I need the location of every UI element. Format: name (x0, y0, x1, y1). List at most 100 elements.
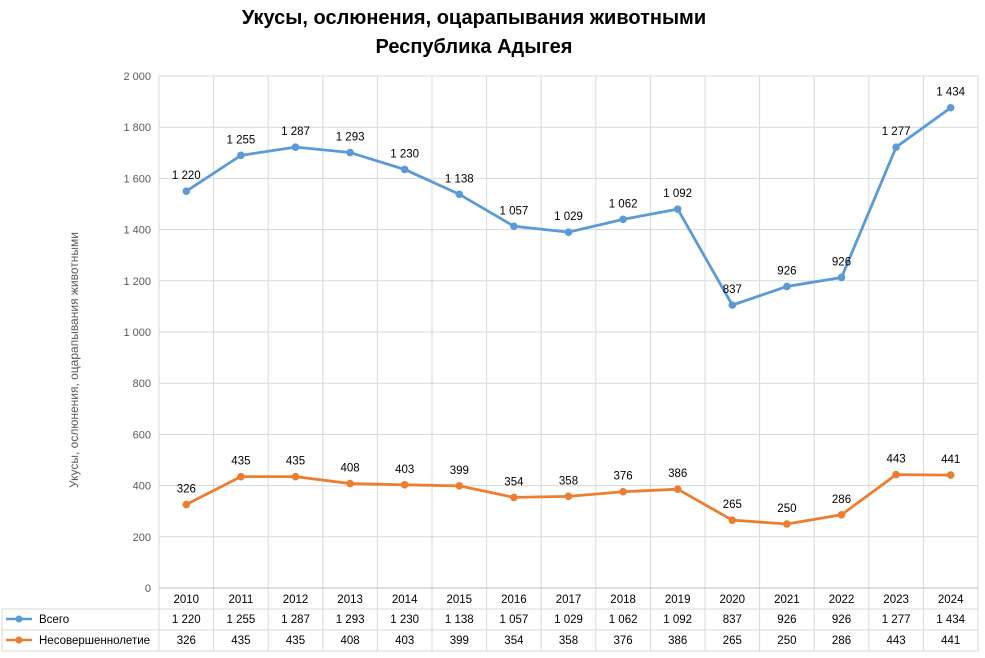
data-point (946, 471, 955, 479)
data-label: 435 (231, 456, 250, 468)
data-label: 435 (286, 456, 305, 468)
data-point (400, 481, 409, 489)
data-point (619, 487, 627, 496)
table-value: 408 (341, 635, 360, 647)
data-label: 354 (504, 476, 524, 488)
data-label: 1 287 (281, 126, 310, 138)
table-value: 837 (723, 614, 742, 626)
data-point (837, 273, 846, 282)
y-tick-labels: 0 200 400 600 800 1 000 1 200 1 400 1 600 1 800 2 … (123, 71, 151, 595)
y-tick-label: 1 000 (123, 327, 151, 339)
legend-label: Всего (39, 614, 69, 626)
data-label: 1 255 (227, 134, 256, 146)
x-tick-label: 2012 (283, 594, 309, 606)
table-value: 286 (832, 635, 851, 647)
data-label: 926 (832, 256, 851, 268)
table-value: 1 029 (554, 614, 583, 626)
data-label: 399 (450, 465, 469, 477)
data-label: 326 (177, 484, 196, 496)
data-point (728, 301, 737, 309)
table-value: 1 287 (281, 614, 310, 626)
table-value: 435 (286, 635, 305, 647)
data-point (673, 485, 682, 493)
table-value: 435 (231, 635, 250, 647)
data-point (182, 187, 191, 195)
x-tick-label: 2022 (829, 594, 855, 606)
data-label: 1 138 (445, 173, 474, 185)
chart-title: Укусы, ослюнения, оцарапывания животными (242, 7, 706, 29)
data-point (728, 516, 737, 524)
data-label: 376 (614, 471, 633, 483)
x-tick-label: 2019 (665, 594, 691, 606)
x-tick-label: 2014 (392, 594, 418, 606)
table-value: 926 (832, 614, 851, 626)
table-value: 1 138 (445, 614, 474, 626)
table-value: 1 293 (336, 614, 365, 626)
table-value: 443 (887, 635, 906, 647)
data-label: 265 (723, 499, 742, 511)
data-label: 1 220 (172, 170, 201, 182)
data-label: 1 092 (663, 188, 692, 200)
data-label: 1 057 (500, 205, 529, 217)
data-table: 2010 2011 2012 2013 2014 2015 2016 2017 2018 2019… (1, 587, 978, 652)
data-point (237, 151, 245, 160)
y-axis-label: Укусы, ослюнения, оцарапывания животными (67, 232, 81, 488)
table-value: 354 (504, 635, 524, 647)
data-label: 358 (559, 475, 578, 487)
data-label: 1 434 (936, 87, 965, 99)
data-label: 926 (777, 265, 796, 277)
y-tick-label: 1 200 (123, 276, 151, 288)
chart-subtitle: Республика Адыгея (376, 36, 573, 58)
data-point (291, 143, 300, 151)
table-value: 926 (777, 614, 796, 626)
data-point (400, 165, 409, 174)
table-value: 376 (614, 635, 633, 647)
data-point (892, 143, 900, 151)
x-tick-label: 2021 (774, 594, 800, 606)
table-value: 1 057 (500, 614, 529, 626)
x-tick-label: 2015 (447, 594, 473, 606)
y-tick-label: 600 (133, 429, 151, 441)
y-tick-label: 0 (145, 583, 151, 595)
data-label: 1 293 (336, 132, 365, 144)
data-label: 1 277 (882, 126, 911, 138)
x-tick-label: 2024 (938, 594, 964, 606)
data-point (892, 470, 900, 479)
series-lines (182, 103, 955, 528)
data-point (946, 103, 955, 112)
table-value: 326 (177, 635, 196, 647)
y-tick-label: 1 600 (123, 173, 151, 185)
data-point (783, 520, 791, 528)
x-tick-label: 2020 (720, 594, 746, 606)
table-value: 1 277 (882, 614, 911, 626)
data-point (291, 472, 300, 481)
data-label: 403 (395, 464, 414, 476)
x-tick-label: 2017 (556, 594, 582, 606)
data-label: 443 (887, 454, 906, 466)
y-tick-label: 2 000 (123, 71, 151, 83)
table-value: 1 092 (663, 614, 692, 626)
x-tick-label: 2018 (610, 594, 636, 606)
data-label: 441 (941, 454, 960, 466)
data-label: 408 (341, 463, 360, 475)
data-label: 1 230 (390, 148, 419, 160)
table-value: 358 (559, 635, 578, 647)
data-point (182, 500, 191, 509)
legend-key-marker (15, 615, 23, 623)
x-tick-label: 2011 (229, 594, 254, 606)
legend-label: Несовершеннолетие (39, 635, 150, 647)
table-value: 441 (941, 635, 960, 647)
x-tick-label: 2016 (501, 594, 527, 606)
table-value: 250 (777, 635, 796, 647)
y-tick-label: 400 (133, 481, 151, 493)
data-point (837, 510, 846, 519)
data-point (564, 228, 573, 236)
table-value: 265 (723, 635, 742, 647)
data-label: 1 062 (609, 198, 638, 210)
data-label: 386 (668, 468, 687, 480)
data-label: 250 (777, 503, 796, 515)
table-value: 386 (668, 635, 687, 647)
data-point (346, 479, 354, 488)
table-value: 1 255 (227, 614, 256, 626)
